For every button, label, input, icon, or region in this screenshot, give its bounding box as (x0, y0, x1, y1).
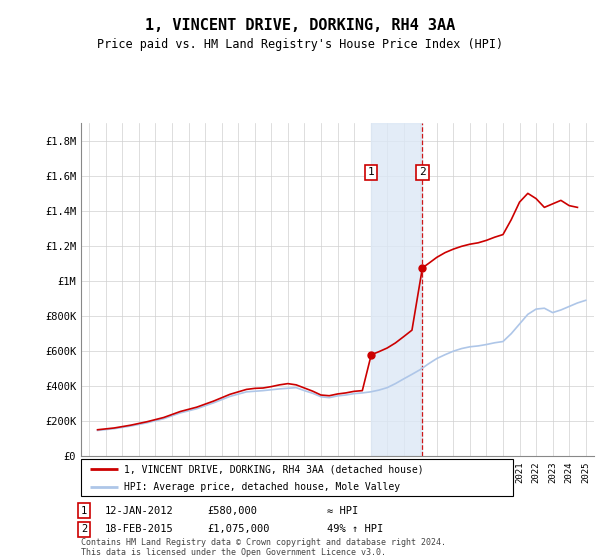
Text: 1, VINCENT DRIVE, DORKING, RH4 3AA (detached house): 1, VINCENT DRIVE, DORKING, RH4 3AA (deta… (124, 464, 424, 474)
Text: 1, VINCENT DRIVE, DORKING, RH4 3AA: 1, VINCENT DRIVE, DORKING, RH4 3AA (145, 18, 455, 32)
FancyBboxPatch shape (81, 459, 513, 496)
Text: £1,075,000: £1,075,000 (207, 524, 269, 534)
Bar (371, 123, 422, 456)
Text: 1: 1 (81, 506, 87, 516)
Text: 49% ↑ HPI: 49% ↑ HPI (327, 524, 383, 534)
Text: 18-FEB-2015: 18-FEB-2015 (105, 524, 174, 534)
Text: HPI: Average price, detached house, Mole Valley: HPI: Average price, detached house, Mole… (124, 482, 400, 492)
Text: 1: 1 (368, 167, 374, 178)
Text: Contains HM Land Registry data © Crown copyright and database right 2024.
This d: Contains HM Land Registry data © Crown c… (81, 538, 446, 557)
Text: 2: 2 (81, 524, 87, 534)
Text: 12-JAN-2012: 12-JAN-2012 (105, 506, 174, 516)
Text: ≈ HPI: ≈ HPI (327, 506, 358, 516)
Text: £580,000: £580,000 (207, 506, 257, 516)
Text: Price paid vs. HM Land Registry's House Price Index (HPI): Price paid vs. HM Land Registry's House … (97, 38, 503, 52)
Text: 2: 2 (419, 167, 426, 178)
